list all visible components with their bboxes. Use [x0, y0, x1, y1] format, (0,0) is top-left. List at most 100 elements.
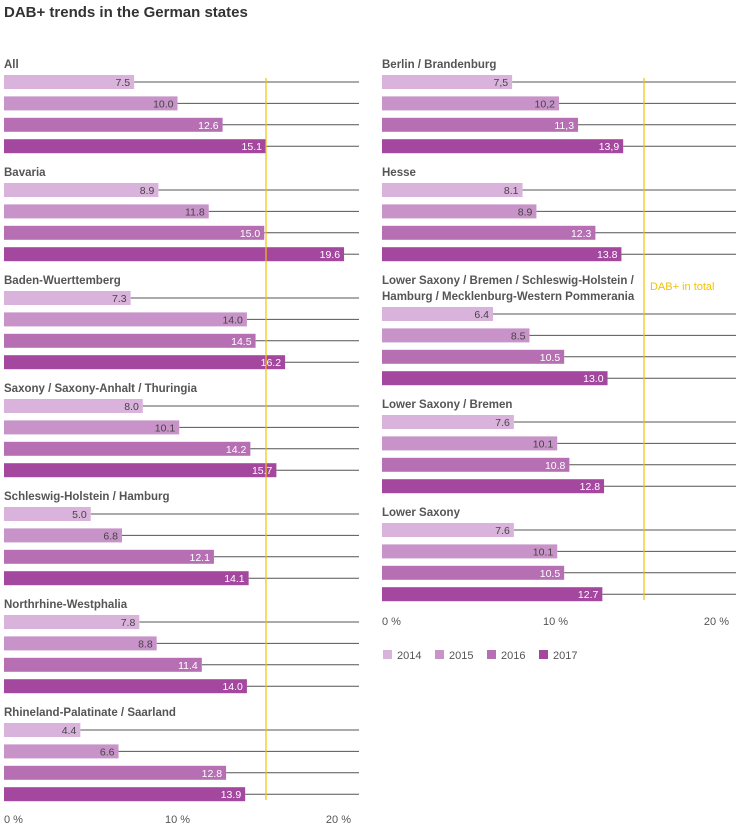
x-tick-label: 20 %	[326, 814, 351, 826]
bar-2017	[4, 139, 266, 154]
bar-value-label: 8.9	[140, 185, 155, 197]
bar-value-label: 14.0	[222, 314, 243, 326]
x-tick-label: 20 %	[704, 616, 729, 628]
legend-swatch-2016	[487, 650, 496, 659]
group-label: Lower Saxony / Bremen / Schleswig-Holste…	[382, 275, 635, 287]
legend-label: 2016	[501, 650, 525, 662]
bar-value-label: 7.8	[121, 617, 136, 629]
bar-value-label: 8.0	[124, 401, 139, 413]
bar-2016	[4, 225, 265, 240]
bar-2014	[4, 75, 135, 89]
bar-value-label: 10.1	[533, 438, 554, 450]
bar-value-label: 4.4	[62, 725, 77, 737]
bar-2016	[4, 441, 251, 456]
bar-2015	[4, 312, 247, 327]
bar-2014	[4, 723, 81, 737]
bar-2014	[4, 615, 140, 629]
bar-value-label: 6.8	[103, 530, 118, 542]
bar-2017	[4, 355, 286, 370]
bar-value-label: 8.5	[511, 330, 526, 342]
bar-2015	[382, 328, 530, 343]
bar-2016	[4, 657, 202, 672]
group-label: Rhineland-Palatinate / Saarland	[4, 707, 176, 719]
bar-value-label: 15.1	[242, 141, 263, 153]
group-label: Hesse	[382, 167, 416, 179]
bar-2016	[382, 117, 579, 132]
bar-2016	[382, 225, 596, 240]
bar-value-label: 8.1	[504, 185, 519, 197]
bar-2015	[4, 636, 157, 651]
bar-2016	[4, 333, 256, 348]
group-label: Baden-Wuerttemberg	[4, 275, 121, 287]
bar-value-label: 7,5	[494, 77, 509, 89]
group-label: Schleswig-Holstein / Hamburg	[4, 491, 170, 503]
bar-2017	[382, 371, 608, 386]
legend-swatch-2015	[435, 650, 444, 659]
legend-label: 2015	[449, 650, 473, 662]
group-label: Lower Saxony / Bremen	[382, 399, 512, 411]
legend-swatch-2014	[383, 650, 392, 659]
bar-2017	[4, 571, 249, 586]
bar-2015	[4, 420, 180, 435]
bar-value-label: 13.8	[597, 249, 618, 261]
bar-value-label: 16.2	[261, 357, 282, 369]
bar-value-label: 12.3	[571, 228, 592, 240]
bar-value-label: 13.9	[221, 789, 242, 801]
bar-value-label: 12.8	[580, 481, 601, 493]
bar-2016	[382, 349, 565, 364]
group-label: Berlin / Brandenburg	[382, 59, 496, 71]
bar-2015	[382, 96, 559, 111]
bar-value-label: 10.8	[545, 460, 566, 472]
bar-value-label: 15.7	[252, 465, 273, 477]
bar-2014	[382, 307, 494, 321]
bar-2017	[4, 247, 345, 262]
bar-2015	[4, 744, 119, 759]
group-label: Northrhine-Westphalia	[4, 599, 128, 611]
bar-value-label: 7.3	[112, 293, 127, 305]
bar-2016	[382, 457, 570, 472]
bar-value-label: 15.0	[240, 228, 261, 240]
group-label: Hamburg / Mecklenburg-Western Pommerania	[382, 291, 635, 303]
group-label: Saxony / Saxony-Anhalt / Thuringia	[4, 383, 198, 395]
bar-value-label: 5.0	[72, 509, 87, 521]
group-label: All	[4, 59, 19, 71]
reference-line-label: DAB+ in total	[650, 281, 715, 293]
bar-2017	[382, 139, 624, 154]
x-tick-label: 0 %	[4, 814, 23, 826]
bar-value-label: 12.8	[202, 768, 223, 780]
bar-value-label: 10.1	[533, 546, 554, 558]
bar-2014	[4, 399, 143, 413]
bar-2015	[4, 204, 209, 219]
x-tick-label: 10 %	[543, 616, 568, 628]
bar-2015	[382, 436, 558, 451]
bar-2017	[4, 679, 247, 694]
chart-title: DAB+ trends in the German states	[4, 4, 248, 21]
x-tick-label: 10 %	[165, 814, 190, 826]
legend-label: 2017	[553, 650, 577, 662]
bar-value-label: 7.5	[116, 77, 131, 89]
bar-value-label: 7.6	[495, 417, 510, 429]
bar-value-label: 10.5	[540, 352, 561, 364]
bar-value-label: 13,9	[599, 141, 620, 153]
bar-2016	[4, 117, 223, 132]
bar-2016	[382, 565, 565, 580]
bar-2017	[382, 479, 605, 494]
bar-value-label: 10.0	[153, 98, 174, 110]
bar-2014	[382, 415, 514, 429]
bar-2017	[382, 587, 603, 602]
group-label: Lower Saxony	[382, 507, 461, 519]
bar-value-label: 14.1	[224, 573, 245, 585]
bar-2014	[382, 183, 523, 197]
bar-value-label: 8.9	[518, 206, 533, 218]
bar-value-label: 11,3	[554, 120, 574, 132]
bar-2015	[4, 96, 178, 111]
plot-area: All 7.5 10.0 12.6 15.1 Bavaria 8.9 11.8 15.0 19.6…	[4, 59, 736, 826]
bar-2016	[4, 765, 227, 780]
group-label: Bavaria	[4, 167, 46, 179]
legend-swatch-2017	[539, 650, 548, 659]
x-tick-label: 0 %	[382, 616, 401, 628]
bar-2017	[4, 787, 246, 802]
bar-2015	[4, 528, 122, 543]
bar-value-label: 7.6	[495, 525, 510, 537]
